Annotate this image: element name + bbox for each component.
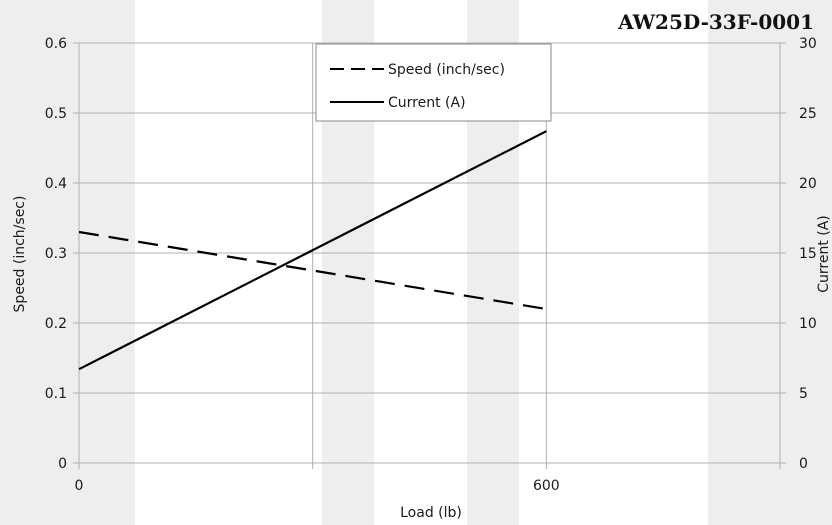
chart-title: AW25D-33F-0001 [617,10,814,34]
y-tick-label: 0.2 [45,316,67,332]
y-tick-label: 0.3 [45,246,67,262]
legend: Speed (inch/sec) Current (A) [315,43,552,122]
y-tick-label: 0.4 [45,176,67,192]
x-tick-label: 0 [75,478,84,494]
tick-labels: 0 0.1 0.2 0.3 0.4 0.5 0.6 0 5 10 15 20 25 30 0 600 [45,36,817,494]
y2-tick-label: 25 [799,106,817,122]
axes [73,42,786,469]
y-tick-label: 0.5 [45,106,67,122]
legend-label-speed: Speed (inch/sec) [388,62,505,78]
speed-line [78,230,547,311]
y2-tick-label: 30 [799,36,817,52]
legend-label-current: Current (A) [388,95,466,111]
y2-tick-label: 10 [799,316,817,332]
y-tick-label: 0.1 [45,386,67,402]
legend-box [315,43,552,122]
y2-tick-label: 0 [799,456,808,472]
y-tick-label: 0 [58,456,67,472]
x-axis-title: Load (lb) [400,505,462,521]
background-stripe [0,0,135,525]
y2-axis-title: Current (A) [816,215,832,293]
x-tick-label: 600 [533,478,560,494]
plot-lines [78,130,547,371]
y2-tick-label: 20 [799,176,817,192]
y-tick-label: 0.6 [45,36,67,52]
y2-tick-label: 5 [799,386,808,402]
current-line [78,130,547,371]
y2-tick-label: 15 [799,246,817,262]
background-stripe [708,0,832,525]
y-axis-title: Speed (inch/sec) [12,196,28,313]
